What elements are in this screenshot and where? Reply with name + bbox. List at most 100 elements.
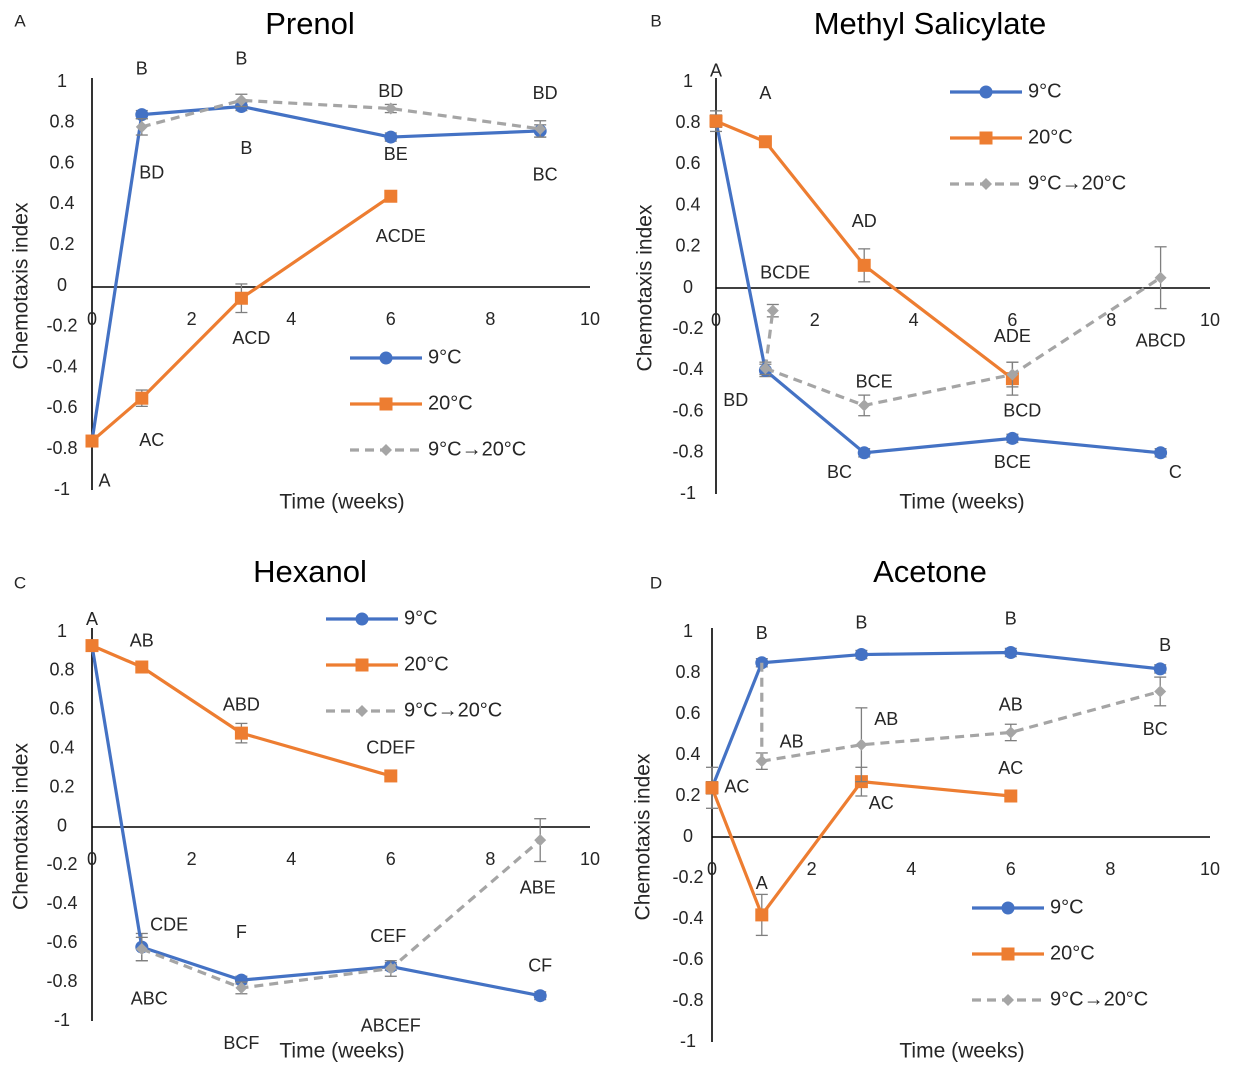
series-line: [90, 104, 541, 442]
series-20°C: [705, 766, 1018, 937]
significance-label: ABCD: [1136, 330, 1186, 350]
y-tick-label: -0.2: [46, 854, 77, 874]
data-point: [755, 908, 769, 922]
legend-label: 9°C: [1028, 80, 1062, 102]
significance-label: A: [710, 60, 722, 80]
significance-label: ABCEF: [361, 1016, 421, 1036]
significance-label: AC: [869, 793, 894, 813]
chart-panel-b: B Methyl Salicylate -1 -0.8 -0.6 -0.4 -0.2 0 0.2…: [634, 6, 1220, 513]
significance-label: BD: [723, 390, 748, 410]
y-tick-label: -0.4: [672, 908, 703, 928]
x-tick-label: 10: [580, 309, 600, 329]
series-line: [141, 98, 541, 131]
data-point: [534, 834, 547, 847]
data-point: [758, 135, 772, 149]
y-tick-label: 0: [57, 275, 67, 295]
data-point: [1154, 685, 1167, 698]
y-tick-label: 0: [683, 826, 693, 846]
data-point: [235, 981, 248, 994]
significance-label: F: [236, 922, 247, 942]
significance-label: ADE: [994, 326, 1031, 346]
series-9°C: [85, 99, 547, 448]
y-tick-label: -0.8: [46, 971, 77, 991]
x-axis-label: Time (weeks): [899, 491, 1024, 514]
x-tick-label: 2: [187, 849, 197, 869]
significance-label: ABD: [223, 695, 260, 715]
legend-item: 20°C: [326, 653, 449, 675]
significance-label: AC: [139, 430, 164, 450]
data-point: [1154, 271, 1167, 284]
legend: 9°C 20°C 9°C→20°C: [950, 80, 1126, 194]
y-tick-label: 0.6: [675, 153, 700, 173]
series-9°C→20°C: [759, 246, 1167, 417]
x-axis-label: Time (weeks): [279, 491, 404, 514]
x-tick-label: 4: [906, 859, 916, 879]
x-tick-label: 0: [87, 309, 97, 329]
series-line: [761, 689, 1161, 763]
legend-label: 9°C→20°C: [1050, 988, 1148, 1010]
significance-label: BD: [533, 83, 558, 103]
legend-label: 20°C: [428, 392, 473, 414]
y-tick-label: -0.2: [672, 867, 703, 887]
significance-label: CDEF: [366, 737, 415, 757]
significance-label: ABC: [131, 988, 168, 1008]
x-tick-label: 0: [711, 310, 721, 330]
panel-letter: D: [650, 573, 662, 592]
data-point: [135, 108, 149, 122]
significance-label: BCE: [856, 372, 893, 392]
x-tick-label: 4: [909, 310, 919, 330]
significance-label: CEF: [370, 926, 406, 946]
significance-label: AB: [999, 695, 1023, 715]
legend-item: 9°C: [326, 607, 438, 629]
legend-marker: [980, 178, 992, 190]
y-tick-label: 0.2: [675, 785, 700, 805]
panel-letter: B: [650, 11, 661, 30]
series-line: [91, 644, 392, 778]
x-tick-label: 8: [485, 849, 495, 869]
y-tick-label: 0.4: [675, 744, 700, 764]
chart-title: Methyl Salicylate: [814, 6, 1047, 41]
y-tick-label: 0.8: [675, 662, 700, 682]
legend-item: 9°C→20°C: [972, 988, 1148, 1010]
chart-title: Acetone: [873, 554, 987, 589]
significance-label: CDE: [150, 914, 188, 934]
data-point: [533, 989, 547, 1003]
significance-label: BCF: [223, 1033, 259, 1053]
x-tick-label: 6: [386, 309, 396, 329]
data-point: [1004, 789, 1018, 803]
series-line: [90, 645, 541, 998]
data-point: [1153, 662, 1167, 676]
x-tick-label: 4: [286, 849, 296, 869]
legend: 9°C 20°C 9°C→20°C: [972, 896, 1148, 1010]
y-tick-label: -0.8: [672, 442, 703, 462]
x-tick-label: 0: [87, 849, 97, 869]
y-tick-label: -1: [680, 1031, 696, 1051]
legend-label: 20°C: [1028, 126, 1073, 148]
x-tick-label: 10: [1200, 859, 1220, 879]
significance-label: BC: [827, 462, 852, 482]
x-tick-label: 0: [707, 859, 717, 879]
x-tick-label: 4: [286, 309, 296, 329]
legend-label: 9°C→20°C: [1028, 172, 1126, 194]
data-point: [1005, 431, 1019, 445]
legend-label: 9°C: [404, 607, 438, 629]
legend-item: 9°C→20°C: [326, 699, 502, 721]
y-tick-label: 0.6: [49, 699, 74, 719]
legend-item: 9°C: [350, 346, 462, 368]
chart-panel-c: C Hexanol -1 -0.8 -0.6 -0.4 -0.2 0 0.2 0.4 0.6 0.8 1…: [10, 554, 600, 1062]
y-tick-label: 0.4: [49, 193, 74, 213]
legend-item: 9°C→20°C: [950, 172, 1126, 194]
x-tick-label: 6: [386, 849, 396, 869]
y-tick-label: -1: [680, 483, 696, 503]
y-tick-label: 0: [57, 815, 67, 835]
legend-marker: [1001, 947, 1015, 961]
series-9°C→20°C: [135, 93, 547, 138]
series-line: [710, 650, 1161, 789]
significance-label: C: [1169, 462, 1182, 482]
significance-label: A: [86, 609, 98, 629]
x-tick-label: 2: [810, 310, 820, 330]
significance-label: B: [1159, 635, 1171, 655]
data-point: [1154, 446, 1168, 460]
data-point: [857, 258, 871, 272]
significance-label: A: [759, 83, 771, 103]
